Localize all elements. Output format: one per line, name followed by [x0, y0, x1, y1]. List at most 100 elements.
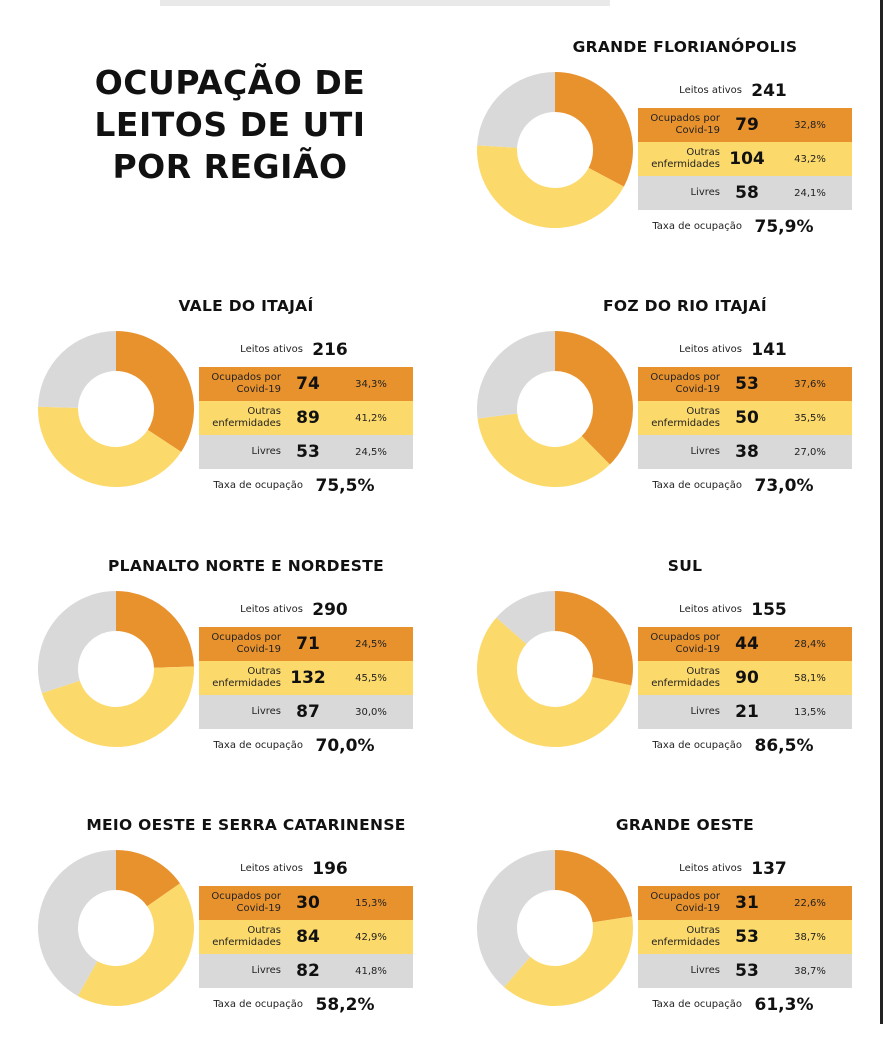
donut-slice-outras [477, 145, 624, 229]
donut-slice-livres [37, 591, 116, 694]
region-card: SUL Leitos ativos 155 Ocupados por Covid-1… [475, 557, 883, 797]
label-outras: Outras enfermidades [212, 406, 281, 429]
label-livres: Livres [251, 706, 281, 717]
percent-covid: 22,6% [794, 897, 826, 909]
donut-slice-outras [477, 617, 632, 747]
label-leitos-ativos: Leitos ativos [240, 344, 303, 355]
value-leitos-ativos: 196 [312, 859, 348, 879]
label-livres: Livres [251, 965, 281, 976]
percent-covid: 24,5% [355, 638, 387, 650]
percent-covid: 32,8% [794, 119, 826, 131]
value-leitos-ativos: 155 [751, 600, 787, 620]
row-outras: Outras enfermidades 53 38,7% [638, 920, 852, 954]
page-title: OCUPAÇÃO DE LEITOS DE UTI POR REGIÃO [40, 62, 420, 188]
region-card: PLANALTO NORTE E NORDESTE Leitos ativos 2… [36, 557, 476, 797]
label-leitos-ativos: Leitos ativos [679, 344, 742, 355]
row-taxa-ocupacao: Taxa de ocupação 86,5% [638, 729, 852, 763]
percent-outras: 43,2% [794, 153, 826, 165]
value-livres: 21 [735, 702, 759, 722]
percent-outras: 45,5% [355, 672, 387, 684]
region-card: GRANDE FLORIANÓPOLIS Leitos ativos 241 Ocu… [475, 38, 883, 278]
donut-slice-livres [38, 331, 116, 408]
percent-livres: 24,1% [794, 187, 826, 199]
value-outras: 90 [735, 668, 759, 688]
value-outras: 89 [296, 408, 320, 428]
donut-slice-covid [555, 850, 633, 923]
donut-slice-covid [555, 72, 633, 187]
donut-slice-outras [41, 666, 194, 747]
value-outras: 104 [729, 149, 765, 169]
row-livres: Livres 87 30,0% [199, 695, 413, 729]
stats-table: Leitos ativos 141 Ocupados por Covid-19 53 3… [638, 333, 852, 503]
label-leitos-ativos: Leitos ativos [679, 604, 742, 615]
row-outras: Outras enfermidades 84 42,9% [199, 920, 413, 954]
stats-table: Leitos ativos 241 Ocupados por Covid-19 79 3… [638, 74, 852, 244]
row-covid: Ocupados por Covid-19 74 34,3% [199, 367, 413, 401]
label-taxa-ocupacao: Taxa de ocupação [213, 480, 303, 491]
donut-chart [37, 591, 194, 747]
label-livres: Livres [690, 965, 720, 976]
stats-table: Leitos ativos 137 Ocupados por Covid-19 31 2… [638, 852, 852, 1022]
value-covid: 71 [296, 634, 320, 654]
value-taxa-ocupacao: 70,0% [315, 736, 375, 756]
label-covid: Ocupados por Covid-19 [650, 372, 720, 395]
label-taxa-ocupacao: Taxa de ocupação [213, 740, 303, 751]
stats-table: Leitos ativos 290 Ocupados por Covid-19 71 2… [199, 593, 413, 763]
value-leitos-ativos: 137 [751, 859, 787, 879]
row-taxa-ocupacao: Taxa de ocupação 75,9% [638, 210, 852, 244]
percent-outras: 42,9% [355, 931, 387, 943]
row-leitos-ativos: Leitos ativos 216 [199, 333, 413, 367]
label-covid: Ocupados por Covid-19 [211, 632, 281, 655]
row-taxa-ocupacao: Taxa de ocupação 70,0% [199, 729, 413, 763]
value-leitos-ativos: 141 [751, 340, 787, 360]
value-livres: 87 [296, 702, 320, 722]
value-outras: 84 [296, 927, 320, 947]
value-taxa-ocupacao: 86,5% [754, 736, 814, 756]
region-title: GRANDE FLORIANÓPOLIS [572, 38, 798, 56]
value-taxa-ocupacao: 61,3% [754, 995, 814, 1015]
donut-slice-outras [77, 883, 195, 1006]
row-covid: Ocupados por Covid-19 79 32,8% [638, 108, 852, 142]
donut-slice-covid [116, 331, 194, 452]
percent-covid: 37,6% [794, 378, 826, 390]
region-card: GRANDE OESTE Leitos ativos 137 Ocupados po… [475, 816, 883, 1056]
row-outras: Outras enfermidades 50 35,5% [638, 401, 852, 435]
donut-slice-outras [504, 916, 633, 1006]
value-outras: 53 [735, 927, 759, 947]
value-leitos-ativos: 216 [312, 340, 348, 360]
percent-livres: 30,0% [355, 706, 387, 718]
percent-outras: 35,5% [794, 412, 826, 424]
donut-chart [477, 591, 633, 747]
value-livres: 38 [735, 442, 759, 462]
label-leitos-ativos: Leitos ativos [240, 863, 303, 874]
value-covid: 31 [735, 893, 759, 913]
row-livres: Livres 38 27,0% [638, 435, 852, 469]
donut-chart [477, 331, 633, 487]
value-taxa-ocupacao: 75,5% [315, 476, 375, 496]
stats-table: Leitos ativos 216 Ocupados por Covid-19 74 3… [199, 333, 413, 503]
value-livres: 58 [735, 183, 759, 203]
donut-chart [477, 850, 633, 1006]
region-title: MEIO OESTE E SERRA CATARINENSE [86, 816, 406, 834]
value-outras: 132 [290, 668, 326, 688]
row-taxa-ocupacao: Taxa de ocupação 58,2% [199, 988, 413, 1022]
label-leitos-ativos: Leitos ativos [679, 85, 742, 96]
value-leitos-ativos: 241 [751, 81, 787, 101]
value-taxa-ocupacao: 73,0% [754, 476, 814, 496]
row-covid: Ocupados por Covid-19 53 37,6% [638, 367, 852, 401]
label-outras: Outras enfermidades [651, 406, 720, 429]
row-livres: Livres 53 38,7% [638, 954, 852, 988]
donut-slice-livres [477, 72, 555, 148]
donut-slice-covid [116, 591, 194, 668]
label-covid: Ocupados por Covid-19 [650, 632, 720, 655]
row-leitos-ativos: Leitos ativos 141 [638, 333, 852, 367]
label-taxa-ocupacao: Taxa de ocupação [652, 221, 742, 232]
donut-slice-covid [116, 850, 180, 907]
page-title-line-2: LEITOS DE UTI [94, 105, 366, 144]
donut-slice-covid [555, 591, 633, 686]
percent-livres: 24,5% [355, 446, 387, 458]
donut-slice-outras [38, 406, 182, 487]
percent-outras: 58,1% [794, 672, 826, 684]
value-taxa-ocupacao: 58,2% [315, 995, 375, 1015]
stats-table: Leitos ativos 196 Ocupados por Covid-19 30 1… [199, 852, 413, 1022]
